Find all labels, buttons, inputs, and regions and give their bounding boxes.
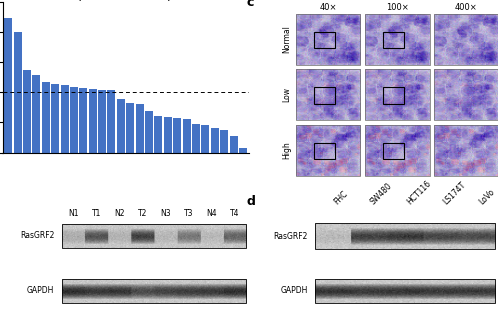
Bar (117, 99, 125, 153)
Bar (88, 89, 96, 153)
Bar (314, 143, 334, 159)
Bar (62, 279, 246, 303)
Bar (314, 87, 334, 104)
Bar (145, 111, 153, 153)
Text: RasGRF2: RasGRF2 (273, 232, 308, 241)
Bar (192, 124, 200, 153)
Bar (365, 125, 430, 176)
Bar (314, 223, 495, 249)
Bar (296, 14, 360, 65)
Bar (126, 103, 134, 153)
Bar (108, 90, 116, 153)
Bar (296, 70, 360, 120)
Bar (23, 70, 31, 153)
Text: Normal: Normal (282, 26, 291, 53)
Bar (32, 75, 40, 153)
Text: T4: T4 (230, 209, 239, 218)
Bar (383, 87, 404, 104)
Text: N3: N3 (160, 209, 170, 218)
Text: HCT116: HCT116 (405, 179, 432, 206)
Bar (182, 119, 190, 153)
Text: GAPDH: GAPDH (280, 286, 307, 295)
Bar (365, 14, 430, 65)
Bar (383, 32, 404, 48)
Bar (4, 18, 12, 153)
Bar (70, 87, 78, 153)
Text: T1: T1 (92, 209, 101, 218)
Bar (51, 84, 59, 153)
Text: N4: N4 (206, 209, 217, 218)
Bar (383, 143, 404, 159)
Bar (98, 90, 106, 153)
Text: T3: T3 (184, 209, 193, 218)
Bar (296, 125, 360, 176)
Text: SW480: SW480 (369, 181, 394, 206)
Title: 26 paired CRC samples: 26 paired CRC samples (61, 0, 190, 1)
Bar (434, 70, 498, 120)
Text: 100×: 100× (386, 3, 408, 12)
Bar (365, 70, 430, 120)
Bar (60, 86, 68, 153)
Bar (220, 130, 228, 153)
Bar (230, 136, 237, 153)
Bar (202, 125, 209, 153)
Text: High: High (282, 142, 291, 159)
Bar (62, 224, 246, 248)
Bar (314, 279, 495, 302)
Text: LoVo: LoVo (477, 187, 496, 206)
Text: d: d (246, 195, 256, 208)
Text: Low: Low (282, 88, 291, 102)
Text: RasGRF2: RasGRF2 (20, 231, 54, 240)
Text: 40×: 40× (320, 3, 337, 12)
Bar (42, 82, 50, 153)
Bar (434, 125, 498, 176)
Bar (136, 104, 143, 153)
Bar (211, 128, 219, 153)
Text: FHC: FHC (332, 189, 350, 206)
Bar (154, 116, 162, 153)
Text: T2: T2 (138, 209, 147, 218)
Bar (80, 88, 88, 153)
Text: N2: N2 (114, 209, 124, 218)
Text: LS174T: LS174T (441, 180, 468, 206)
Bar (239, 148, 247, 153)
Bar (314, 32, 334, 48)
Text: c: c (246, 0, 254, 9)
Text: GAPDH: GAPDH (27, 286, 54, 295)
Text: N1: N1 (68, 209, 78, 218)
Bar (174, 118, 181, 153)
Bar (434, 14, 498, 65)
Text: 400×: 400× (455, 3, 478, 12)
Bar (164, 117, 172, 153)
Bar (14, 32, 22, 153)
